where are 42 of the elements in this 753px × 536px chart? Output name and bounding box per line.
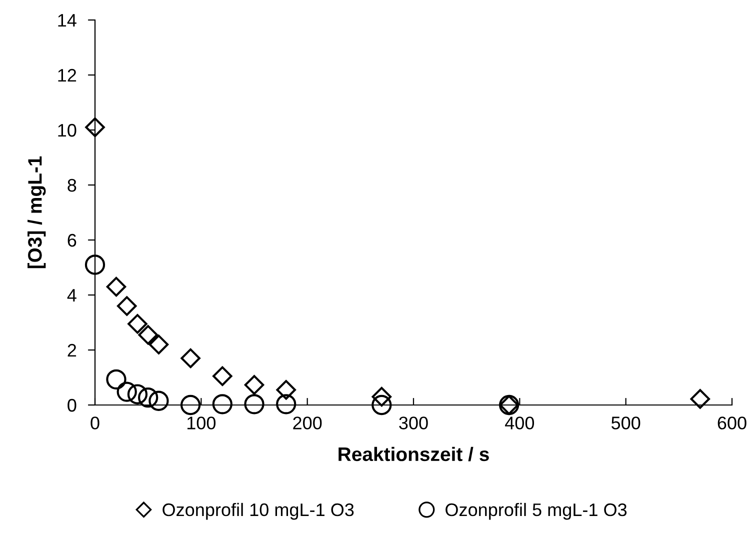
point bbox=[116, 296, 137, 316]
point bbox=[180, 394, 201, 416]
point bbox=[106, 369, 126, 390]
y-tick-label: 14 bbox=[58, 14, 76, 27]
x-tick-label: 400 bbox=[505, 416, 534, 430]
point bbox=[127, 384, 148, 404]
y-tick-label: 4 bbox=[67, 289, 76, 302]
x-axis-title: Reaktionszeit / s bbox=[338, 446, 489, 462]
point bbox=[138, 388, 158, 408]
y-tick-label: 10 bbox=[58, 124, 76, 137]
point bbox=[128, 314, 148, 334]
point bbox=[116, 382, 137, 402]
point bbox=[212, 366, 232, 386]
point bbox=[276, 394, 296, 414]
legend-label: Ozonprofil 10 mgL-1 O3 bbox=[162, 502, 354, 520]
x-tick-label: 0 bbox=[90, 416, 100, 430]
point bbox=[372, 386, 392, 407]
point bbox=[85, 117, 105, 138]
point bbox=[212, 394, 232, 414]
legend-label: Ozonprofil 5 mgL-1 O3 bbox=[446, 502, 627, 520]
point bbox=[138, 324, 158, 345]
point bbox=[148, 334, 169, 354]
x-tick-label: 500 bbox=[611, 416, 640, 430]
point bbox=[244, 375, 264, 395]
y-tick-label: 8 bbox=[68, 178, 76, 192]
point bbox=[690, 389, 710, 409]
x-tick-label: 600 bbox=[718, 416, 746, 430]
point bbox=[180, 348, 200, 368]
point bbox=[372, 394, 392, 416]
point bbox=[106, 276, 126, 297]
point bbox=[148, 390, 169, 411]
x-tick-label: 300 bbox=[399, 416, 428, 430]
y-tick-label: 0 bbox=[68, 398, 76, 412]
point bbox=[244, 394, 264, 414]
point bbox=[84, 254, 106, 275]
y-tick-label: 6 bbox=[68, 234, 76, 247]
x-tick-label: 100 bbox=[187, 416, 216, 430]
y-axis-title: [O3] / mgL-1 bbox=[28, 156, 46, 268]
x-tick-label: 200 bbox=[293, 416, 322, 430]
y-tick-label: 12 bbox=[58, 68, 76, 82]
y-tick-label: 2 bbox=[68, 344, 76, 357]
point bbox=[276, 380, 296, 400]
